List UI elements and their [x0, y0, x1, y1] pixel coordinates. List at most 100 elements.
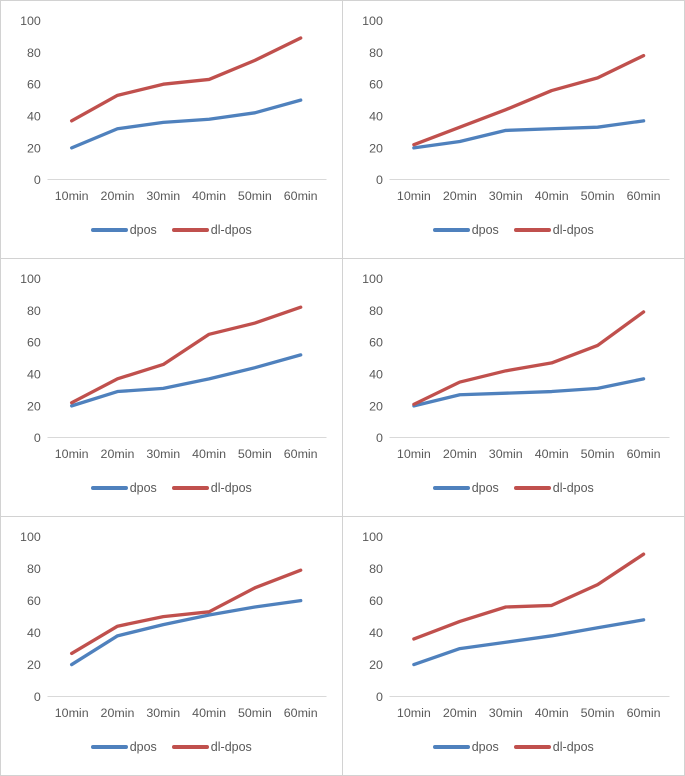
legend-label: dpos — [471, 222, 499, 237]
x-tick-label: 10min — [55, 189, 89, 203]
y-tick-label: 0 — [376, 690, 383, 704]
x-tick-label: 50min — [238, 706, 272, 720]
chart-legend: dpos dl-dpos — [343, 468, 685, 516]
chart-panel-bottom-left: 0 20 40 60 80 100 10min 20min 30min 40min 50min 60m… — [1, 517, 343, 775]
y-tick-label: 60 — [369, 78, 383, 92]
y-tick-label: 100 — [362, 530, 383, 544]
y-tick-label: 100 — [362, 272, 383, 286]
y-tick-label: 20 — [27, 399, 41, 413]
legend-item-dpos: dpos — [90, 480, 157, 495]
line-chart: 0 20 40 60 80 100 10min 20min 30min 40min 50min 60m… — [362, 530, 670, 720]
legend-swatch-dl-dpos — [171, 228, 209, 232]
x-tick-label: 60min — [626, 189, 660, 203]
legend-swatch-dl-dpos — [171, 486, 209, 490]
y-tick-label: 100 — [362, 14, 383, 28]
chart-legend: dpos dl-dpos — [1, 468, 342, 516]
chart-panel-middle-left: 0 20 40 60 80 100 10min 20min 30min 40min 50min 60m… — [1, 259, 343, 517]
x-tick-label: 60min — [284, 447, 318, 461]
x-tick-label: 20min — [101, 706, 135, 720]
line-chart: 0 20 40 60 80 100 10min 20min 30min 40min 50min 60m… — [20, 272, 327, 461]
x-tick-label: 10min — [55, 447, 89, 461]
legend-item-dpos: dpos — [90, 222, 157, 237]
legend-item-dpos: dpos — [432, 741, 499, 754]
x-tick-label: 50min — [580, 189, 614, 203]
series-line-dl-dpos — [411, 552, 645, 641]
chart-panel-top-left: 0 20 40 60 80 100 10min 20min 30min 40min 50min 60m… — [1, 1, 343, 259]
y-tick-label: 40 — [369, 626, 383, 640]
series-line-dpos — [411, 618, 645, 667]
legend-label: dl-dpos — [552, 222, 594, 237]
legend-swatch-dl-dpos — [513, 745, 551, 749]
x-tick-label: 20min — [442, 189, 476, 203]
legend-label: dl-dpos — [210, 222, 252, 237]
legend-item-dl-dpos: dl-dpos — [513, 222, 594, 237]
legend-item-dl-dpos: dl-dpos — [171, 222, 252, 237]
x-tick-label: 30min — [488, 447, 522, 461]
line-chart: 0 20 40 60 80 100 10min 20min 30min 40min 50min 60m… — [362, 272, 670, 461]
series-line-dl-dpos — [69, 568, 303, 656]
legend-swatch-dl-dpos — [171, 745, 209, 749]
legend-item-dl-dpos: dl-dpos — [171, 739, 252, 754]
series-line-dl-dpos — [69, 36, 303, 123]
x-tick-label: 60min — [626, 706, 660, 720]
y-tick-label: 40 — [369, 368, 383, 382]
legend-swatch-dpos — [90, 228, 128, 232]
series-line-dpos — [69, 98, 303, 150]
x-tick-label: 40min — [192, 706, 226, 720]
x-tick-label: 20min — [442, 447, 476, 461]
legend-item-dpos: dpos — [432, 482, 499, 495]
y-tick-label: 40 — [27, 110, 41, 124]
x-tick-label: 10min — [55, 706, 89, 720]
x-tick-label: 10min — [396, 189, 430, 203]
y-tick-label: 40 — [27, 626, 41, 640]
chart-panel-middle-right: 0 20 40 60 80 100 10min 20min 30min 40min 50min 60m… — [342, 259, 685, 517]
legend-label: dl-dpos — [210, 739, 252, 754]
chart-legend: dpos dl-dpos — [343, 727, 685, 775]
y-tick-label: 80 — [369, 304, 383, 318]
y-tick-label: 80 — [369, 562, 383, 576]
x-tick-label: 60min — [284, 706, 318, 720]
legend-swatch-dl-dpos — [513, 228, 551, 232]
series-line-dpos — [69, 353, 303, 408]
chart-panel-top-right: 0 20 40 60 80 100 10min 20min 30min 40min 50min 60m… — [342, 1, 684, 259]
chart-panel-bottom-right: 0 20 40 60 80 100 10min 20min 30min 40min 50min 60m… — [342, 517, 685, 775]
series-line-dpos — [411, 119, 645, 150]
x-tick-label: 50min — [238, 189, 272, 203]
x-tick-label: 40min — [192, 447, 226, 461]
x-tick-label: 10min — [396, 706, 430, 720]
y-tick-label: 0 — [34, 690, 41, 704]
line-chart: 0 20 40 60 80 100 10min 20min 30min 40min 50min 60m… — [20, 14, 327, 203]
x-tick-label: 50min — [580, 706, 614, 720]
x-tick-label: 40min — [192, 189, 226, 203]
y-tick-label: 80 — [27, 304, 41, 318]
x-tick-label: 40min — [534, 189, 568, 203]
line-chart: 0 20 40 60 80 100 10min 20min 30min 40min 50min 60m… — [20, 530, 327, 720]
series-line-dl-dpos — [411, 310, 645, 406]
y-tick-label: 0 — [34, 431, 41, 445]
legend-label: dpos — [129, 739, 157, 754]
x-tick-label: 50min — [580, 447, 614, 461]
series-line-dpos — [411, 377, 645, 408]
x-tick-label: 30min — [146, 447, 180, 461]
y-tick-label: 80 — [369, 46, 383, 60]
legend-item-dl-dpos: dl-dpos — [513, 482, 594, 495]
y-tick-label: 100 — [20, 14, 41, 28]
legend-swatch-dpos — [90, 486, 128, 490]
x-tick-label: 10min — [396, 447, 430, 461]
x-tick-label: 50min — [238, 447, 272, 461]
chart-legend: dpos dl-dpos — [1, 210, 342, 258]
legend-label: dpos — [129, 480, 157, 495]
legend-item-dpos: dpos — [90, 739, 157, 754]
y-tick-label: 100 — [20, 530, 41, 544]
y-tick-label: 80 — [27, 562, 41, 576]
series-line-dpos — [69, 598, 303, 667]
y-tick-label: 20 — [369, 399, 383, 413]
legend-label: dl-dpos — [552, 739, 594, 754]
legend-item-dpos: dpos — [432, 222, 499, 237]
y-tick-label: 40 — [369, 110, 383, 124]
legend-label: dpos — [129, 222, 157, 237]
chart-legend: dpos dl-dpos — [1, 727, 342, 775]
y-tick-label: 0 — [376, 173, 383, 187]
series-line-dl-dpos — [411, 53, 645, 147]
